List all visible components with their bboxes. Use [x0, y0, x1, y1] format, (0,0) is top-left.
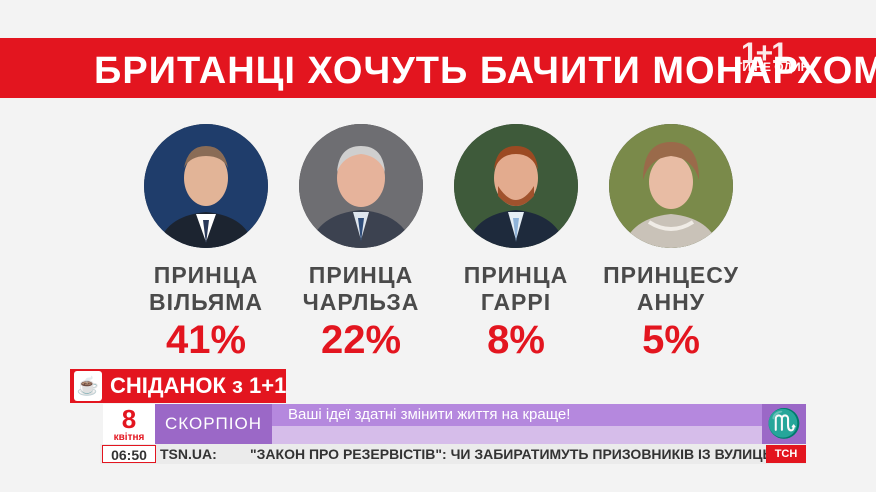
scorpio-icon: ♏ — [762, 404, 806, 444]
ticker-site: TSN.UA: — [160, 446, 217, 462]
candidate-card-charles: ПРИНЦА ЧАРЛЬЗА 22% — [291, 124, 431, 362]
logo-mark: 1+1 — [741, 37, 788, 70]
candidate-name-line1: ПРИНЦА — [153, 262, 259, 288]
ticker-headline: "ЗАКОН ПРО РЕЗЕРВІСТІВ": ЧИ ЗАБИРАТИМУТЬ… — [250, 446, 795, 462]
portrait-anne — [609, 124, 733, 248]
candidate-name-line2: АННУ — [636, 289, 706, 315]
portrait-harry — [454, 124, 578, 248]
show-name: СНІДАНОК з 1+1 — [110, 373, 287, 398]
candidate-name-line2: ВІЛЬЯМА — [148, 289, 264, 315]
horoscope-sign: СКОРПІОН — [155, 404, 272, 444]
logo-tagline: ТИ НЕ ОДИН — [735, 60, 810, 74]
portrait-william — [144, 124, 268, 248]
coffee-cup-icon: ☕ — [74, 371, 102, 401]
tsn-logo: ТСН — [766, 445, 806, 463]
candidate-name-line2: ЧАРЛЬЗА — [302, 289, 420, 315]
candidate-name-line1: ПРИНЦЕСУ — [603, 262, 739, 288]
channel-logo: 1+1 ТИ НЕ ОДИН — [735, 37, 835, 87]
candidate-percent: 41% — [165, 318, 247, 362]
page-title: БРИТАНЦІ ХОЧУТЬ БАЧИТИ МОНАРХОМ: — [94, 50, 876, 92]
horoscope-text: Ваші ідеї здатні змінити життя на краще! — [272, 404, 762, 426]
candidate-card-anne: ПРИНЦЕСУ АННУ 5% — [601, 124, 741, 362]
date-day: 8 — [121, 404, 137, 434]
candidate-card-william: ПРИНЦА ВІЛЬЯМА 41% — [136, 124, 276, 362]
candidate-percent: 22% — [320, 318, 402, 362]
horoscope-tail — [272, 426, 762, 444]
portrait-charles — [299, 124, 423, 248]
news-ticker — [100, 444, 806, 464]
clock: 06:50 — [102, 445, 156, 463]
date-box: 8 квітня — [103, 404, 155, 444]
show-name-bar: ☕ СНІДАНОК з 1+1 — [70, 369, 286, 403]
candidate-percent: 5% — [642, 318, 700, 362]
candidate-name-line2: ГАРРІ — [480, 289, 552, 315]
title-banner — [0, 38, 876, 98]
date-month: квітня — [113, 432, 145, 443]
candidate-name-line1: ПРИНЦА — [463, 262, 569, 288]
candidate-card-harry: ПРИНЦА ГАРРІ 8% — [446, 124, 586, 362]
candidate-name-line1: ПРИНЦА — [308, 262, 414, 288]
candidate-percent: 8% — [487, 318, 545, 362]
